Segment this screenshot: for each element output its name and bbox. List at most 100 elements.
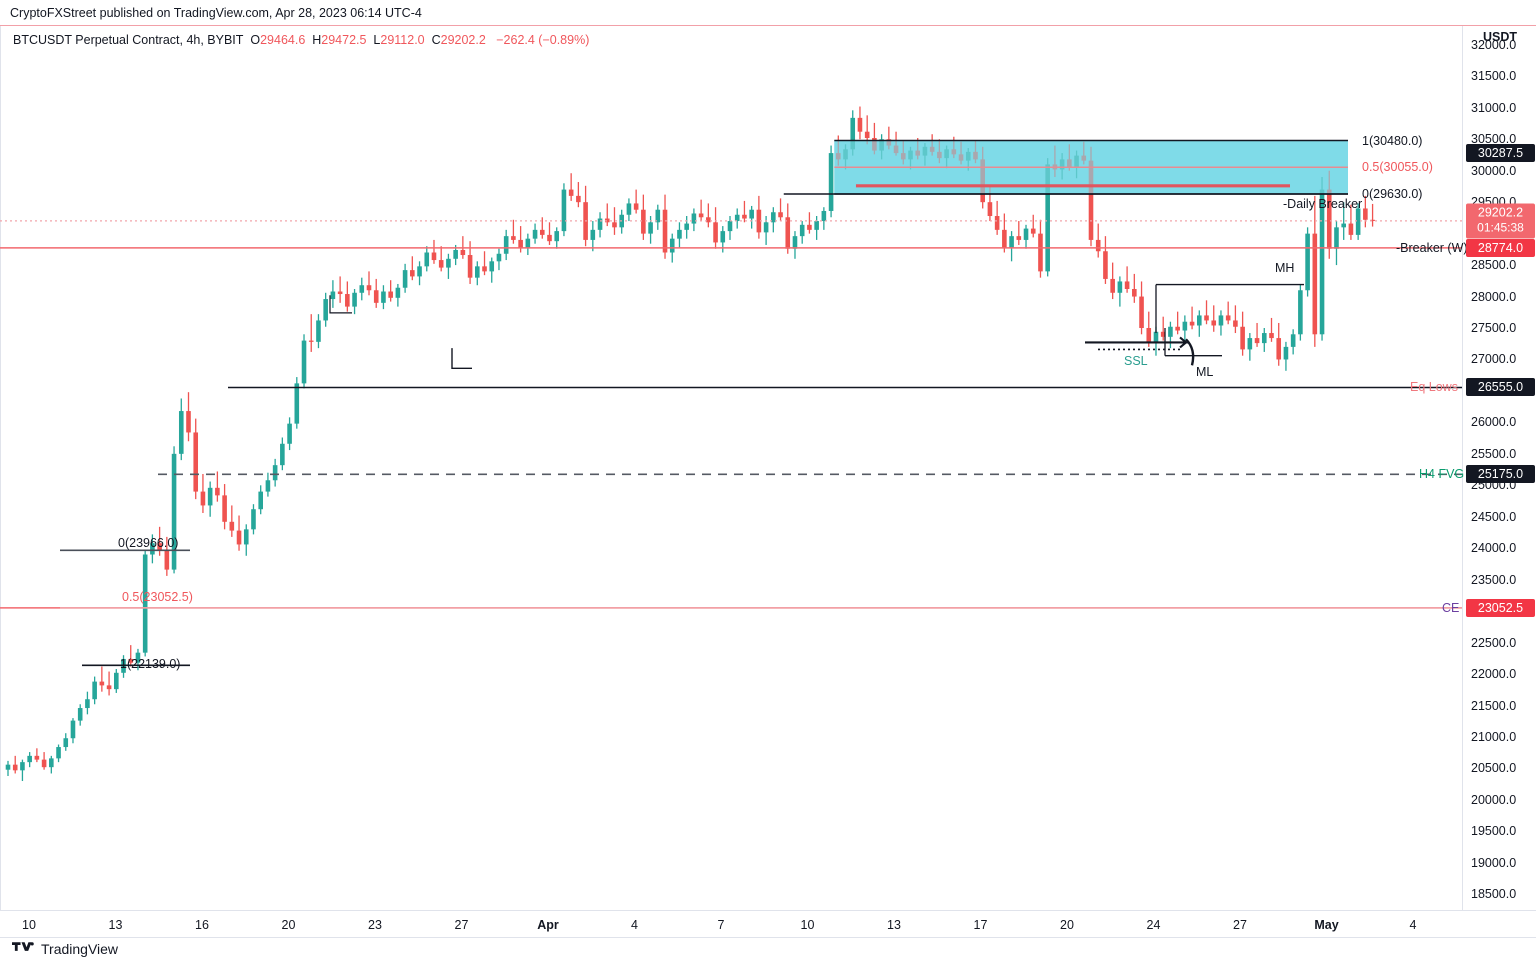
time-axis[interactable]: 10 13 16 20 23 27 Apr 4 7 10 13 17 20 24 27 May 4 xyxy=(0,910,1536,938)
candle-body xyxy=(1030,228,1036,234)
candle-body xyxy=(1002,229,1007,248)
candle-body xyxy=(1233,320,1238,327)
candle-body xyxy=(135,652,141,663)
candle-body xyxy=(648,222,653,234)
candle-body xyxy=(691,213,697,224)
candle-body xyxy=(12,764,18,771)
price-axis-tick: 30500.0 xyxy=(1471,132,1517,147)
candle-body xyxy=(1160,331,1166,337)
candle-body xyxy=(576,195,581,203)
legend-symbol[interactable]: BTCUSDT Perpetual Contract, 4h, BYBIT xyxy=(13,33,244,47)
candle-body xyxy=(785,217,791,249)
price-axis-tick: 24000.0 xyxy=(1471,541,1517,556)
candle-body xyxy=(1363,208,1368,220)
candle-body xyxy=(114,672,119,690)
candle-body xyxy=(749,209,754,219)
chart-legend: BTCUSDT Perpetual Contract, 4h, BYBIT O2… xyxy=(13,33,589,47)
candle-body xyxy=(1189,321,1195,326)
candle-body xyxy=(655,209,661,223)
candle-body xyxy=(424,252,430,267)
price-axis-tick: 27500.0 xyxy=(1471,321,1517,335)
candle-body xyxy=(99,681,105,686)
candle-body xyxy=(727,221,733,232)
price-axis-tick: 26000.0 xyxy=(1471,415,1517,430)
candle-body xyxy=(171,453,177,570)
legend-open-label: O xyxy=(250,33,261,47)
price-axis-tick: 19500.0 xyxy=(1471,824,1517,839)
candle-body xyxy=(316,320,321,342)
candle-body xyxy=(359,285,365,293)
candle-body xyxy=(1153,331,1159,342)
current-price-tag: 29202.2 01:45:38 xyxy=(1466,203,1535,239)
candle-body xyxy=(1326,189,1332,249)
candle-body xyxy=(1261,333,1267,344)
candle-body xyxy=(381,291,386,303)
candle-body xyxy=(1254,338,1260,344)
time-axis-tick: 4 xyxy=(1409,918,1417,932)
candle-body xyxy=(641,209,646,234)
time-axis-tick: 17 xyxy=(973,918,988,932)
candle-body xyxy=(453,249,458,259)
price-axis-unit: USDT xyxy=(1482,30,1518,44)
candle-body xyxy=(821,210,827,222)
candle-body xyxy=(482,266,487,272)
candle-body xyxy=(525,238,531,248)
candle-body xyxy=(251,509,256,530)
candle-body xyxy=(92,681,97,700)
price-axis-tick: 30000.0 xyxy=(1471,163,1517,178)
candle-body xyxy=(1348,223,1354,235)
candle-body xyxy=(1370,219,1375,221)
price-axis-tick: 22000.0 xyxy=(1471,667,1517,682)
chart-pane[interactable] xyxy=(0,26,1462,910)
candle-body xyxy=(1269,333,1274,339)
candle-body xyxy=(431,252,437,261)
time-axis-tick: 27 xyxy=(454,918,469,932)
candle-body xyxy=(330,291,336,300)
time-axis-tick: 10 xyxy=(800,918,815,932)
candle-body xyxy=(1197,315,1202,326)
price-axis-tick: 28500.0 xyxy=(1471,258,1517,273)
candle-body xyxy=(410,270,415,277)
candle-body xyxy=(850,117,856,150)
price-level-tag: 28774.0 xyxy=(1466,238,1535,257)
candle-body xyxy=(1298,290,1303,335)
candle-body xyxy=(547,234,552,242)
candle-body xyxy=(1124,281,1130,289)
time-axis-tick: May xyxy=(1314,918,1339,932)
candle-body xyxy=(1218,315,1224,326)
candle-body xyxy=(207,487,213,506)
time-axis-tick: 13 xyxy=(887,918,901,932)
price-axis-tick: 27000.0 xyxy=(1471,352,1517,367)
candle-body xyxy=(1103,251,1108,279)
candle-body xyxy=(994,216,1000,230)
candle-body xyxy=(49,758,54,768)
candle-body xyxy=(1016,236,1022,240)
candle-body xyxy=(1009,236,1014,248)
candle-body xyxy=(85,699,90,709)
time-axis-tick: 7 xyxy=(717,918,725,932)
fib-upper-0-label: 0(29630.0) xyxy=(1362,186,1423,201)
candle-body xyxy=(63,738,69,748)
candle-body xyxy=(1132,288,1137,297)
ssl-arrow[interactable] xyxy=(1085,336,1189,349)
candle-body xyxy=(1204,315,1209,321)
candle-body xyxy=(308,340,314,342)
candle-body xyxy=(698,213,704,218)
candle-body xyxy=(792,236,798,249)
time-axis-tick: 20 xyxy=(1060,918,1074,932)
candle-body xyxy=(323,299,328,321)
candle-body xyxy=(1276,338,1282,360)
tradingview-logo-icon xyxy=(12,942,34,951)
time-axis-tick: Apr xyxy=(537,918,559,932)
candle-body xyxy=(742,214,747,219)
candlestick-series xyxy=(0,106,1462,782)
candle-body xyxy=(857,117,863,132)
candle-body xyxy=(626,203,632,215)
ssl-hook xyxy=(1185,338,1195,366)
candle-body xyxy=(193,432,199,492)
candle-body xyxy=(756,209,762,233)
price-level-tag: 23052.5 xyxy=(1466,598,1535,617)
candle-body xyxy=(467,255,473,278)
candle-body xyxy=(417,266,422,277)
price-axis[interactable]: USDT 32000.0 31500.0 31000.0 30500.0 30000.0 2… xyxy=(1462,26,1536,910)
